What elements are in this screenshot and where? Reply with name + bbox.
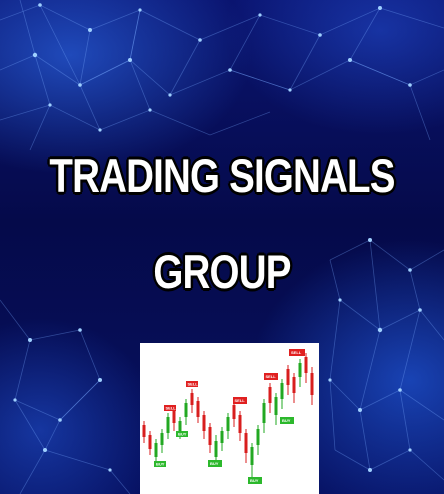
candlestick-illustration: SELL SELL SELL SELL SELL [142, 349, 314, 484]
sell-tag: SELL [186, 381, 198, 387]
buy-tag: BUY [208, 460, 222, 467]
svg-text:BUY: BUY [178, 432, 187, 437]
sell-tag: SELL [289, 349, 305, 356]
svg-text:SELL: SELL [291, 350, 302, 355]
buy-tag: BUY [280, 417, 294, 424]
headline-line-2: GROUP [153, 245, 291, 298]
headline-line-1: TRADING SIGNALS [49, 149, 395, 202]
svg-text:SELL: SELL [188, 382, 199, 387]
svg-text:BUY: BUY [282, 418, 291, 423]
sell-tag: SELL [164, 405, 176, 411]
buy-tag: BUY [248, 477, 262, 484]
svg-text:SELL: SELL [166, 406, 177, 411]
trading-chart-image: SELL SELL SELL SELL SELL [140, 343, 319, 494]
svg-text:SELL: SELL [266, 374, 277, 379]
sell-tag: SELL [233, 397, 247, 404]
sell-tag: SELL [264, 373, 278, 380]
svg-text:SELL: SELL [235, 398, 246, 403]
svg-text:BUY: BUY [210, 461, 219, 466]
buy-tag: BUY [154, 461, 166, 467]
buy-tag: BUY [176, 431, 188, 437]
svg-text:BUY: BUY [250, 478, 259, 483]
svg-text:BUY: BUY [156, 462, 165, 467]
